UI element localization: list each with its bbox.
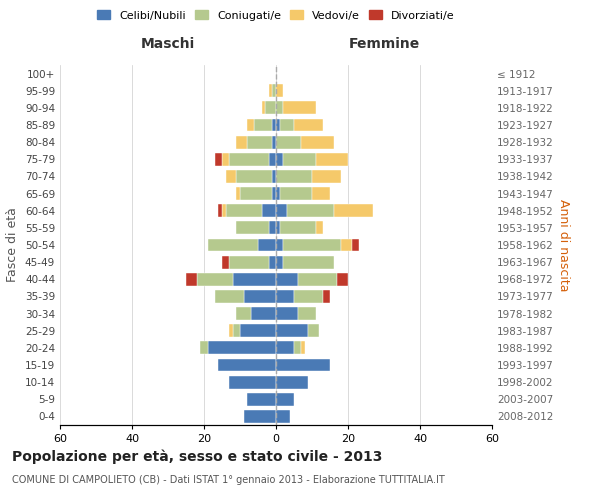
Bar	[276, 342, 294, 354]
Bar	[323, 290, 330, 303]
Bar	[272, 136, 276, 148]
Bar	[247, 136, 272, 148]
Bar	[316, 153, 348, 166]
Bar	[276, 358, 330, 372]
Bar	[215, 153, 222, 166]
Bar	[226, 204, 262, 217]
Bar	[222, 153, 229, 166]
Text: COMUNE DI CAMPOLIETO (CB) - Dati ISTAT 1° gennaio 2013 - Elaborazione TUTTITALIA: COMUNE DI CAMPOLIETO (CB) - Dati ISTAT 1…	[12, 475, 445, 485]
Y-axis label: Anni di nascita: Anni di nascita	[557, 198, 570, 291]
Text: Femmine: Femmine	[349, 38, 419, 52]
Bar	[247, 118, 254, 132]
Bar	[240, 187, 272, 200]
Bar	[276, 222, 280, 234]
Bar	[244, 410, 276, 423]
Bar	[208, 342, 276, 354]
Bar	[272, 84, 276, 97]
Bar	[222, 256, 229, 268]
Bar	[301, 136, 334, 148]
Bar	[269, 222, 276, 234]
Bar	[283, 238, 341, 252]
Bar	[218, 204, 222, 217]
Bar	[301, 342, 305, 354]
Bar	[283, 153, 316, 166]
Bar	[316, 222, 323, 234]
Bar	[280, 118, 294, 132]
Bar	[265, 102, 276, 114]
Bar	[276, 256, 283, 268]
Bar	[280, 187, 312, 200]
Bar	[236, 222, 269, 234]
Bar	[312, 187, 330, 200]
Bar	[186, 273, 197, 285]
Bar	[276, 187, 280, 200]
Bar	[341, 238, 352, 252]
Bar	[262, 204, 276, 217]
Bar	[229, 153, 269, 166]
Bar	[208, 238, 258, 252]
Bar	[352, 238, 359, 252]
Bar	[294, 118, 323, 132]
Bar	[251, 307, 276, 320]
Bar	[283, 102, 316, 114]
Bar	[254, 118, 272, 132]
Bar	[308, 324, 319, 337]
Bar	[197, 273, 233, 285]
Bar	[247, 393, 276, 406]
Bar	[298, 273, 337, 285]
Bar	[244, 290, 276, 303]
Bar	[276, 410, 290, 423]
Bar	[215, 290, 244, 303]
Bar	[262, 102, 265, 114]
Bar	[276, 204, 287, 217]
Bar	[272, 187, 276, 200]
Bar	[269, 84, 272, 97]
Bar	[218, 358, 276, 372]
Bar	[236, 307, 251, 320]
Bar	[272, 170, 276, 183]
Bar	[276, 153, 283, 166]
Bar	[276, 170, 312, 183]
Bar	[287, 204, 334, 217]
Bar	[269, 153, 276, 166]
Bar	[276, 102, 283, 114]
Bar	[280, 222, 316, 234]
Bar	[276, 118, 280, 132]
Bar	[200, 342, 208, 354]
Legend: Celibi/Nubili, Coniugati/e, Vedovi/e, Divorziati/e: Celibi/Nubili, Coniugati/e, Vedovi/e, Di…	[93, 6, 459, 25]
Bar	[222, 204, 226, 217]
Bar	[236, 187, 240, 200]
Bar	[337, 273, 348, 285]
Bar	[276, 307, 298, 320]
Bar	[233, 324, 240, 337]
Text: Popolazione per età, sesso e stato civile - 2013: Popolazione per età, sesso e stato civil…	[12, 450, 382, 464]
Bar	[236, 170, 272, 183]
Bar	[233, 273, 276, 285]
Bar	[258, 238, 276, 252]
Bar	[276, 393, 294, 406]
Bar	[269, 256, 276, 268]
Bar	[283, 256, 334, 268]
Bar	[240, 324, 276, 337]
Bar	[276, 136, 301, 148]
Bar	[276, 376, 308, 388]
Bar	[276, 84, 283, 97]
Bar	[334, 204, 373, 217]
Bar	[298, 307, 316, 320]
Bar	[312, 170, 341, 183]
Bar	[272, 118, 276, 132]
Bar	[294, 342, 301, 354]
Bar	[294, 290, 323, 303]
Bar	[229, 376, 276, 388]
Bar	[276, 290, 294, 303]
Bar	[276, 273, 298, 285]
Bar	[226, 170, 236, 183]
Text: Maschi: Maschi	[141, 38, 195, 52]
Y-axis label: Fasce di età: Fasce di età	[7, 208, 19, 282]
Bar	[229, 324, 233, 337]
Bar	[276, 324, 308, 337]
Bar	[276, 238, 283, 252]
Bar	[229, 256, 269, 268]
Bar	[236, 136, 247, 148]
